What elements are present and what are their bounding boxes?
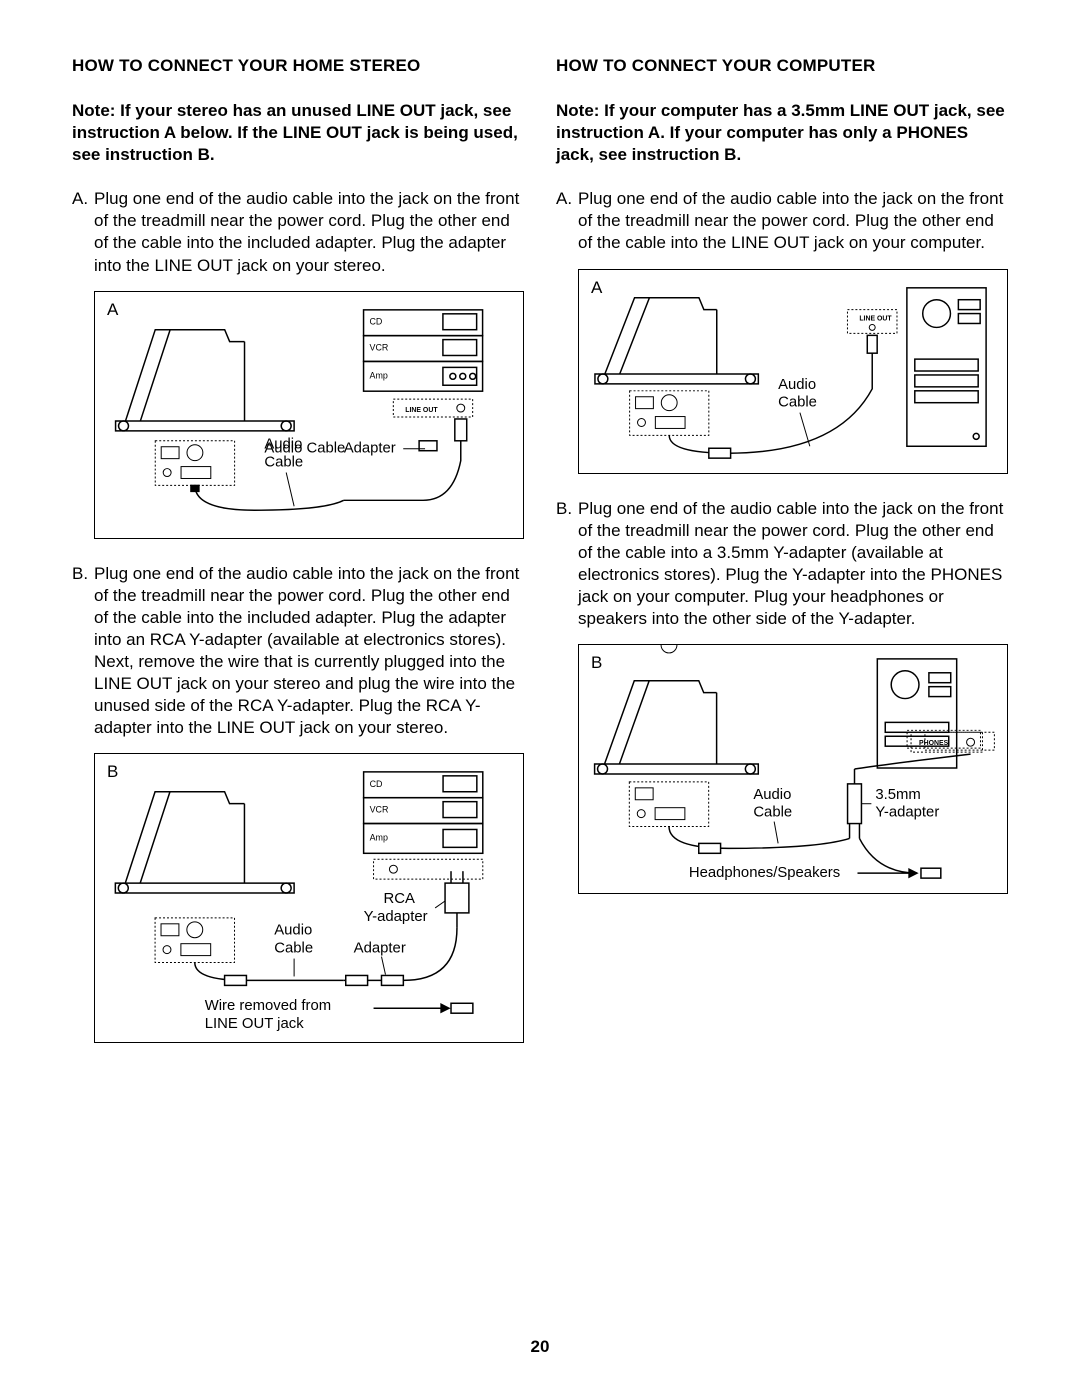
left-column: HOW TO CONNECT YOUR HOME STEREO Note: If… — [72, 56, 524, 1067]
vcr-label: VCR — [370, 805, 389, 815]
two-column-layout: HOW TO CONNECT YOUR HOME STEREO Note: If… — [72, 56, 1008, 1067]
step-letter-a: A. — [72, 188, 94, 276]
stereo-diagram-a-svg: CD VCR Amp LINE OUT — [95, 292, 523, 538]
svg-text:Cable: Cable — [274, 941, 313, 957]
adapter-label: Adapter — [344, 440, 396, 456]
step-text-a: Plug one end of the audio cable into the… — [578, 188, 1008, 254]
adapter-label: Adapter — [354, 941, 406, 957]
step-text-b: Plug one end of the audio cable into the… — [578, 498, 1008, 631]
svg-text:Cable: Cable — [778, 394, 817, 410]
vcr-label: VCR — [370, 342, 389, 352]
svg-text:Audio: Audio — [778, 376, 816, 392]
svg-text:LINE OUT jack: LINE OUT jack — [205, 1017, 304, 1033]
right-column: HOW TO CONNECT YOUR COMPUTER Note: If yo… — [556, 56, 1008, 1067]
headphones-label: Headphones/Speakers — [689, 865, 840, 881]
left-step-a: A. Plug one end of the audio cable into … — [72, 188, 524, 276]
diagram-label: B — [591, 653, 602, 673]
step-letter-b: B. — [72, 563, 94, 740]
cd-label: CD — [370, 316, 383, 326]
diagram-label: A — [107, 300, 118, 320]
diagram-label: B — [107, 762, 118, 782]
left-heading: HOW TO CONNECT YOUR HOME STEREO — [72, 56, 524, 76]
stereo-diagram-b-svg: CD VCR Amp — [95, 754, 523, 1042]
svg-text:RCA: RCA — [383, 891, 414, 907]
svg-text:Y-adapter: Y-adapter — [875, 805, 939, 821]
page-number: 20 — [531, 1337, 550, 1357]
left-diagram-a: A — [94, 291, 524, 539]
right-note: Note: If your computer has a 3.5mm LINE … — [556, 100, 1008, 166]
svg-text:3.5mm: 3.5mm — [875, 787, 920, 803]
right-step-b: B. Plug one end of the audio cable into … — [556, 498, 1008, 631]
phones-label: PHONES — [919, 740, 949, 747]
lineout-label: LINE OUT — [859, 315, 892, 322]
right-heading: HOW TO CONNECT YOUR COMPUTER — [556, 56, 1008, 76]
svg-text:Cable: Cable — [753, 805, 792, 821]
amp-label: Amp — [370, 833, 388, 843]
computer-diagram-b-svg: PHONES — [579, 645, 1007, 893]
svg-text:Audio: Audio — [753, 787, 791, 803]
right-diagram-a: A — [578, 269, 1008, 474]
step-text-a: Plug one end of the audio cable into the… — [94, 188, 524, 276]
svg-text:Audio: Audio — [274, 923, 312, 939]
diagram-label: A — [591, 278, 602, 298]
right-diagram-b: B — [578, 644, 1008, 894]
svg-text:Cable: Cable — [264, 454, 303, 470]
amp-label: Amp — [370, 370, 388, 380]
step-text-b: Plug one end of the audio cable into the… — [94, 563, 524, 740]
cd-label: CD — [370, 779, 383, 789]
lineout-label: LINE OUT — [405, 407, 438, 414]
step-letter-b: B. — [556, 498, 578, 631]
step-letter-a: A. — [556, 188, 578, 254]
left-note: Note: If your stereo has an unused LINE … — [72, 100, 524, 166]
svg-text:Audio: Audio — [264, 436, 302, 452]
left-step-b: B. Plug one end of the audio cable into … — [72, 563, 524, 740]
computer-diagram-a-svg: LINE OUT Audio Cable — [579, 270, 1007, 473]
left-diagram-b: B — [94, 753, 524, 1043]
right-step-a: A. Plug one end of the audio cable into … — [556, 188, 1008, 254]
svg-text:Y-adapter: Y-adapter — [364, 909, 428, 925]
svg-text:Wire removed from: Wire removed from — [205, 999, 331, 1015]
